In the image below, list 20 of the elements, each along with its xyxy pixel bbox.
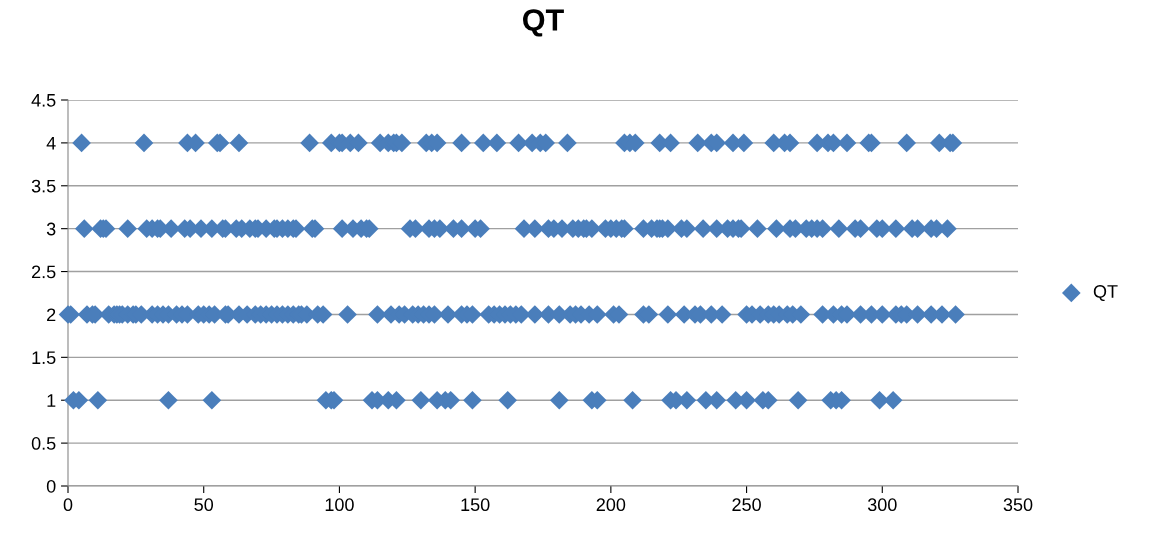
x-tick-label: 0: [63, 498, 73, 512]
x-tick-label: 350: [1003, 498, 1033, 512]
chart-title: QT: [523, 9, 564, 37]
y-tick-label: 4.5: [31, 94, 56, 107]
x-tick-label: 50: [194, 498, 214, 512]
y-tick-label: 2: [47, 308, 56, 321]
x-tick-label: 150: [461, 498, 490, 512]
y-tick-label: 3.5: [31, 179, 56, 193]
x-tick-label: 100: [325, 498, 354, 512]
y-tick-label: 0.5: [31, 437, 56, 450]
y-tick-label: 2.5: [32, 265, 56, 279]
y-tick-label: 1: [47, 394, 56, 407]
y-tick-label: 4: [46, 137, 56, 150]
x-tick-label: 200: [596, 498, 626, 512]
x-tick-label: 300: [867, 498, 897, 512]
y-tick-label: 3: [46, 222, 56, 236]
legend-label: QT: [1093, 285, 1118, 302]
x-tick-label: 250: [732, 498, 761, 512]
y-tick-label: 1.5: [32, 351, 56, 365]
y-tick-label: 0: [46, 479, 56, 493]
